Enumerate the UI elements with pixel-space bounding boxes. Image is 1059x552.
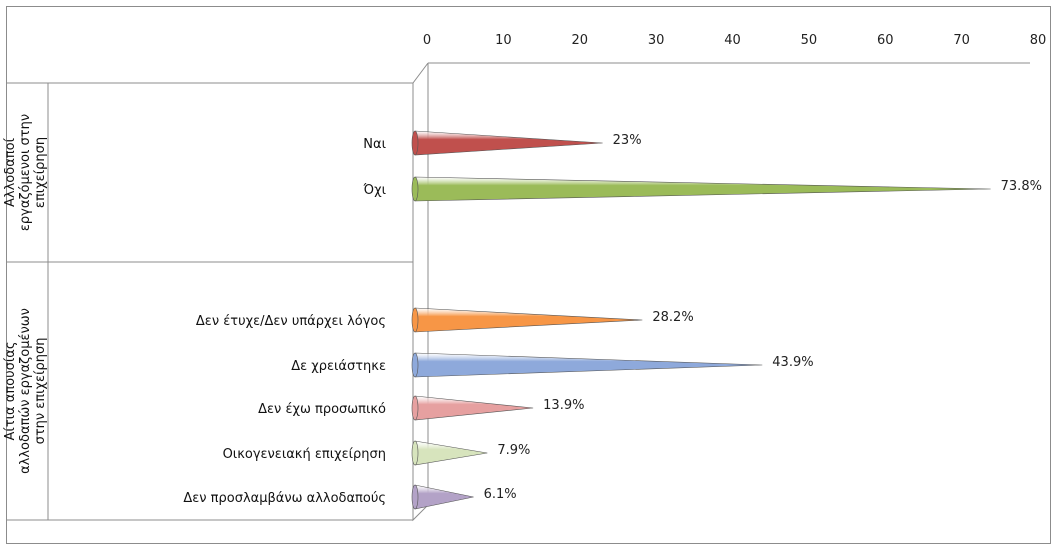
- cone-shape: [412, 352, 763, 378]
- group-labels: Αλλοδαποίεργαζόμενοι στηνεπιχείρηση Αίτια…: [3, 114, 48, 474]
- cone-shape: [412, 484, 474, 510]
- cone-base: [411, 130, 419, 156]
- cone-base: [411, 395, 419, 421]
- chart-frame: [6, 6, 1051, 544]
- cone-1-1: [411, 352, 763, 378]
- data-labels: 23% 73.8% 28.2% 43.9% 13.9% 7.9% 6.1%: [484, 133, 1042, 502]
- cone-base: [411, 484, 419, 510]
- x-tick-label: 40: [724, 33, 741, 48]
- cone-base: [411, 440, 419, 466]
- data-label: 23%: [613, 133, 642, 148]
- category-label: Δεν έτυχε/Δεν υπάρχει λόγος: [196, 314, 386, 329]
- x-tick-label: 50: [801, 33, 818, 48]
- cone-shape: [412, 176, 991, 202]
- cone-0-0: [411, 130, 603, 156]
- cone-series: [411, 130, 991, 510]
- data-label: 7.9%: [497, 443, 530, 458]
- data-label: 13.9%: [543, 398, 584, 413]
- x-tick-label: 60: [877, 33, 894, 48]
- cone-shape: [412, 130, 603, 156]
- category-label: Ναι: [363, 137, 386, 152]
- cone-base: [411, 352, 419, 378]
- data-label: 43.9%: [772, 355, 813, 370]
- x-tick-label: 10: [495, 33, 512, 48]
- x-tick-label: 20: [571, 33, 588, 48]
- cone-0-1: [411, 176, 991, 202]
- cone-1-0: [411, 307, 643, 333]
- cone-shape: [412, 395, 534, 421]
- group-label: Αίτια απουσίαςαλλοδαπών εργαζομένωνστην …: [3, 308, 48, 474]
- cone-base: [411, 176, 419, 202]
- category-label: Δεν έχω προσωπικό: [258, 402, 386, 417]
- x-tick-label: 0: [423, 33, 431, 48]
- front-wall-line: [412, 62, 429, 522]
- x-tick-labels: 0 10 20 30 40 50 60 70 80: [423, 33, 1046, 48]
- cone-1-2: [411, 395, 534, 421]
- cone-shape: [412, 440, 488, 466]
- x-tick-label: 80: [1030, 33, 1047, 48]
- x-tick-label: 30: [648, 33, 665, 48]
- data-label: 28.2%: [652, 310, 693, 325]
- category-label: Οικογενειακή επιχείρηση: [223, 447, 386, 462]
- x-tick-label: 70: [953, 33, 970, 48]
- group-label: Αλλοδαποίεργαζόμενοι στηνεπιχείρηση: [3, 114, 48, 231]
- category-label: Δε χρειάστηκε: [291, 359, 386, 374]
- data-label: 73.8%: [1001, 179, 1042, 194]
- cone-1-4: [411, 484, 474, 510]
- cone-shape: [412, 307, 643, 333]
- category-label: Όχι: [363, 183, 386, 198]
- data-label: 6.1%: [484, 487, 517, 502]
- cone-base: [411, 307, 419, 333]
- category-labels: Ναι Όχι Δεν έτυχε/Δεν υπάρχει λόγος Δε χρει…: [183, 137, 386, 506]
- category-label: Δεν προσλαμβάνω αλλοδαπούς: [183, 491, 386, 506]
- cone-1-3: [411, 440, 488, 466]
